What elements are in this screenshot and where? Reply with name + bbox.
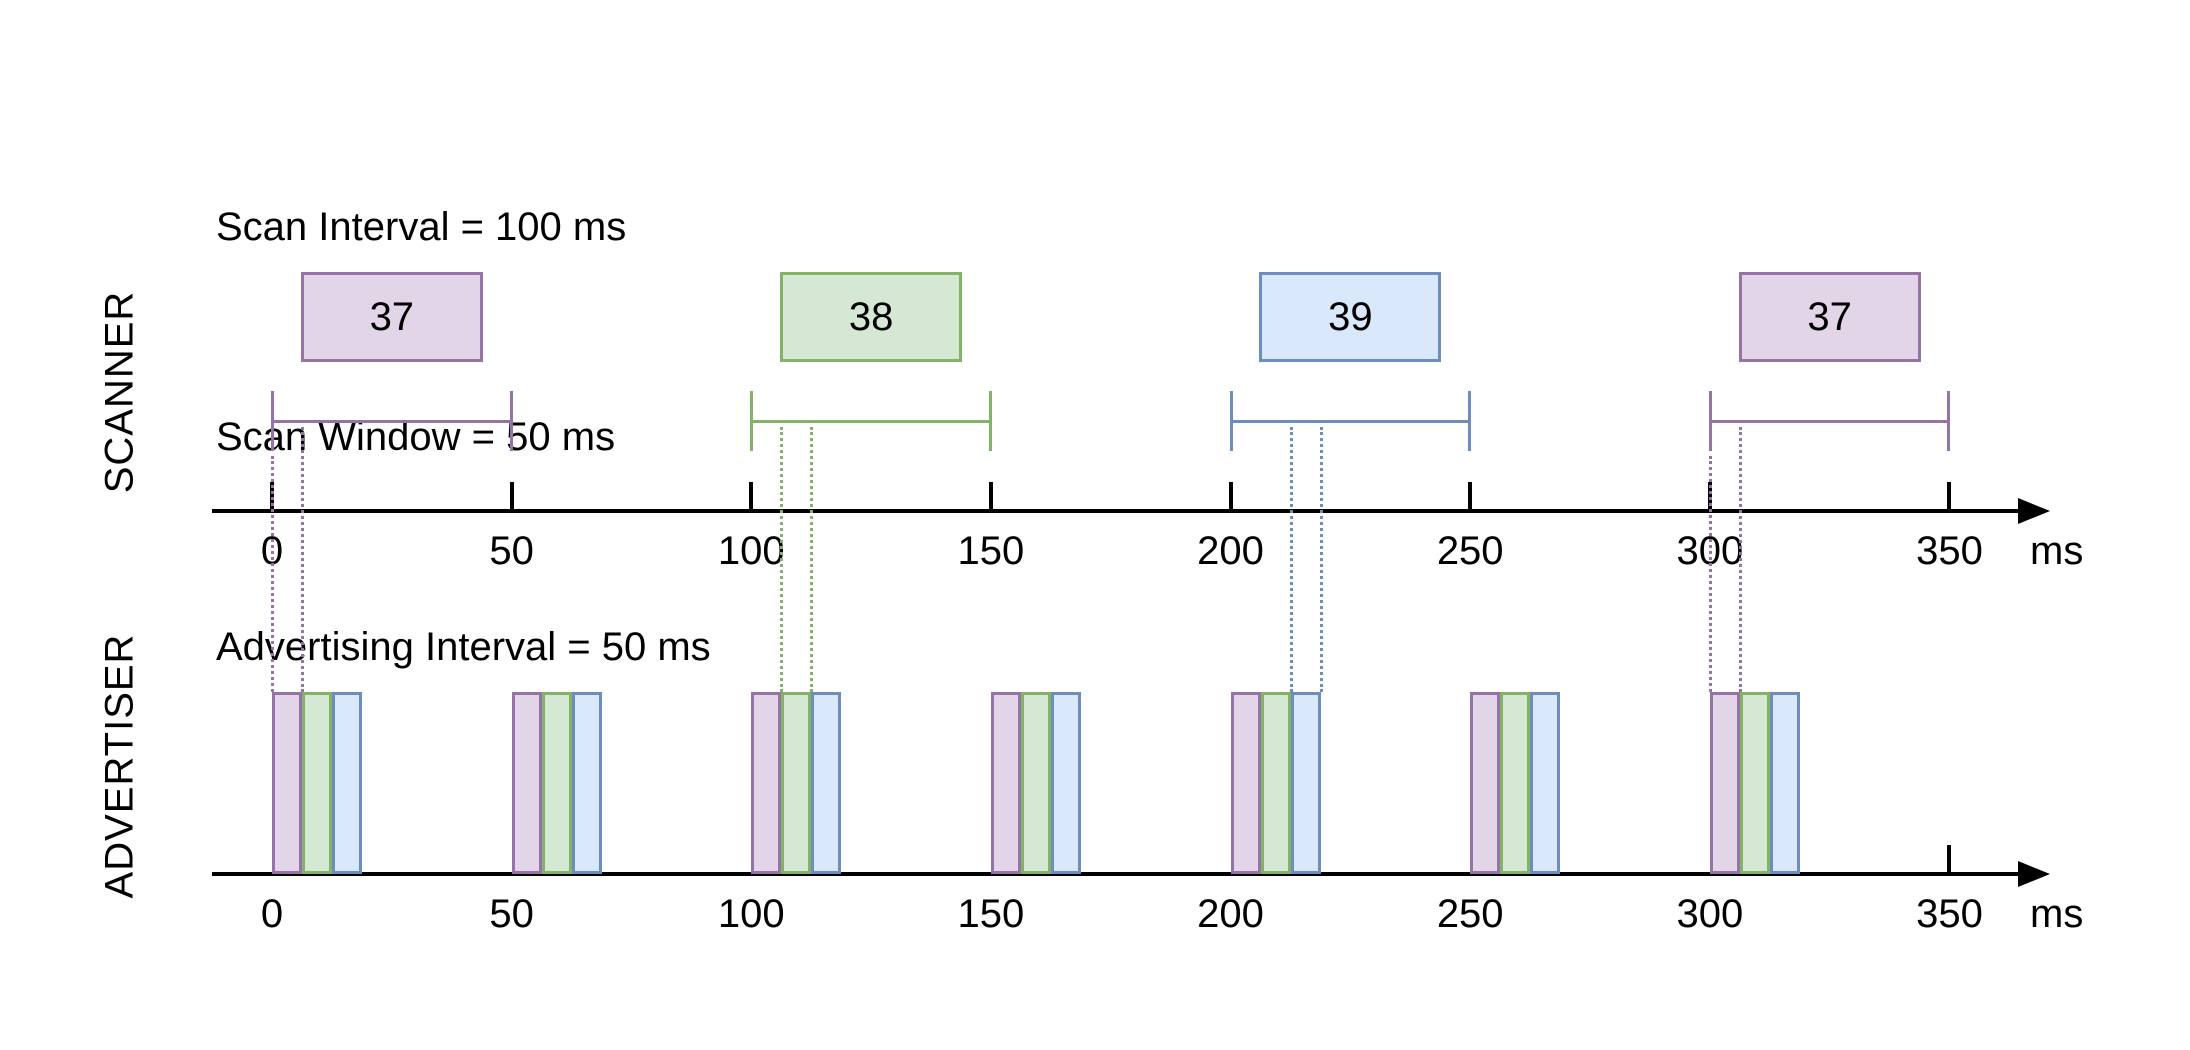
scan-window-bracket-1 (751, 420, 991, 423)
scanner-tick-label-100: 100 (717, 529, 785, 573)
scan-window-bracket-end-2 (1468, 391, 1472, 451)
parameter-notes: Scan Interval = 100 ms Scan Window = 50 … (216, 52, 711, 822)
advertiser-tick-label-100: 100 (717, 892, 785, 936)
scan-window-bracket-start-2 (1229, 391, 1233, 451)
scanner-tick-label-200: 200 (1197, 529, 1264, 573)
scan-window-bracket-start-0 (271, 391, 274, 451)
scan-window-bracket-start-3 (1708, 391, 1712, 451)
advertiser-tick-label-300: 300 (1676, 892, 1744, 936)
scanner-tick-label-250: 250 (1436, 529, 1504, 573)
scanner-tick-label-350: 350 (1916, 529, 1983, 573)
adv-packet-250ms-ch37 (1470, 692, 1501, 874)
adv-packet-200ms-ch37 (1230, 692, 1261, 874)
adv-packet-250ms-ch39 (1530, 692, 1561, 874)
scanner-unit-label: ms (2030, 529, 2084, 573)
scan-channel-box-2: 39 (1259, 272, 1442, 362)
note-scan-window: Scan Window = 50 ms (216, 415, 616, 459)
advertiser-tick-label-0: 0 (260, 892, 284, 936)
scan-channel-box-1: 38 (780, 272, 963, 362)
adv-packet-50ms-ch37 (511, 692, 542, 874)
note-advertising-interval: Advertising Interval = 50 ms (216, 625, 711, 669)
advertiser-row-label: ADVERTISER (97, 633, 142, 899)
note-scan-interval: Scan Interval = 100 ms (216, 205, 627, 249)
packet-match-dotted-line-1-1 (810, 427, 814, 692)
scan-window-bracket-0 (272, 420, 512, 423)
scanner-tick-250 (1468, 482, 1473, 511)
packet-match-dotted-line-3-0 (1708, 456, 1712, 692)
scan-window-bracket-end-1 (988, 391, 992, 451)
adv-packet-250ms-ch38 (1500, 692, 1531, 874)
packet-match-dotted-line-0-1 (301, 427, 304, 692)
scanner-tick-label-50: 50 (489, 529, 534, 573)
scan-window-bracket-3 (1709, 420, 1950, 423)
adv-packet-150ms-ch39 (1050, 692, 1081, 874)
advertiser-tick-label-250: 250 (1436, 892, 1504, 936)
advertiser-tick-label-200: 200 (1197, 892, 1264, 936)
adv-packet-300ms-ch38 (1739, 692, 1770, 874)
adv-packet-0ms-ch38 (302, 692, 332, 874)
packet-match-dotted-line-2-1 (1319, 427, 1323, 692)
scan-channel-box-3: 37 (1738, 272, 1921, 362)
packet-match-dotted-line-1-0 (780, 427, 784, 692)
adv-packet-300ms-ch39 (1769, 692, 1800, 874)
adv-packet-50ms-ch38 (541, 692, 572, 874)
scan-channel-box-0: 37 (300, 272, 483, 362)
adv-packet-0ms-ch39 (332, 692, 362, 874)
adv-packet-100ms-ch37 (751, 692, 782, 874)
scan-window-bracket-start-1 (750, 391, 754, 451)
scanner-tick-label-150: 150 (957, 529, 1025, 573)
packet-match-dotted-line-3-1 (1738, 427, 1742, 692)
scanner-row-label: SCANNER (97, 290, 142, 494)
scanner-tick-200 (1228, 482, 1233, 511)
scanner-tick-50 (509, 482, 514, 511)
advertiser-tick-label-350: 350 (1916, 892, 1983, 936)
scanner-tick-150 (988, 482, 993, 511)
scanner-axis-arrow-icon (2018, 498, 2050, 524)
packet-match-dotted-line-2-0 (1289, 427, 1293, 692)
adv-packet-150ms-ch37 (990, 692, 1021, 874)
adv-packet-150ms-ch38 (1020, 692, 1051, 874)
adv-packet-0ms-ch37 (272, 692, 302, 874)
scanner-tick-350 (1947, 482, 1952, 511)
adv-packet-300ms-ch37 (1709, 692, 1740, 874)
scanner-tick-100 (749, 482, 754, 511)
adv-packet-100ms-ch39 (811, 692, 842, 874)
scanner-axis-line (212, 509, 2020, 513)
scan-window-bracket-2 (1230, 420, 1471, 423)
scan-window-bracket-end-3 (1947, 391, 1951, 451)
advertiser-unit-label: ms (2030, 892, 2084, 936)
scan-window-bracket-end-0 (509, 391, 513, 451)
advertiser-tick-350 (1947, 845, 1952, 874)
adv-packet-100ms-ch38 (781, 692, 812, 874)
advertiser-axis-arrow-icon (2018, 861, 2050, 887)
adv-packet-50ms-ch39 (571, 692, 602, 874)
advertiser-tick-label-150: 150 (957, 892, 1025, 936)
advertiser-tick-label-50: 50 (489, 892, 534, 936)
adv-packet-200ms-ch38 (1260, 692, 1291, 874)
advertiser-axis-line (212, 872, 2020, 876)
adv-packet-200ms-ch39 (1290, 692, 1321, 874)
packet-match-dotted-line-0-0 (271, 456, 274, 692)
